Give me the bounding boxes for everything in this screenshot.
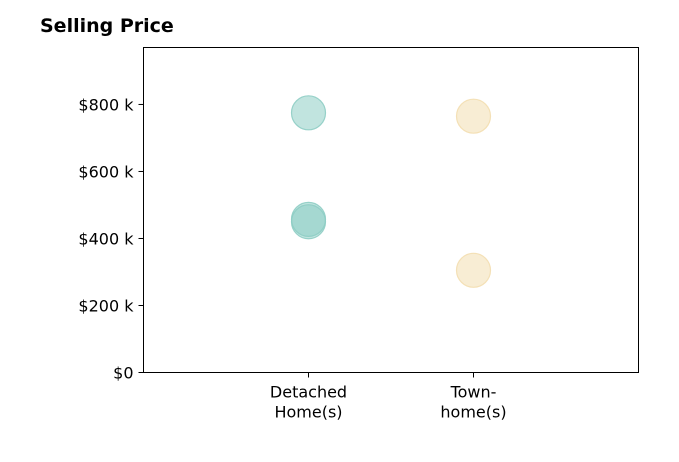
x-tick-label-1-line-1: home(s): [440, 403, 506, 422]
points-layer: [290, 95, 492, 288]
data-point-3: [455, 98, 492, 134]
y-tick-label-0: $0: [113, 364, 133, 383]
data-point-0: [290, 95, 327, 131]
data-point-2: [290, 204, 327, 240]
x-tick-label-1-line-0: Town-: [450, 383, 497, 402]
x-tick-label-0-line-0: Detached: [270, 383, 347, 402]
axes-layer: $0 $200 k $400 k $600 k $800 k DetachedHome(s…: [78, 95, 506, 421]
data-point-4: [455, 252, 492, 288]
x-tick-label-0-line-1: Home(s): [274, 403, 342, 422]
y-tick-label-1: $200 k: [78, 296, 134, 315]
y-tick-label-3: $600 k: [78, 162, 134, 181]
y-tick-label-2: $400 k: [78, 229, 134, 248]
chart-title: Selling Price: [40, 15, 174, 37]
plot-frame: [143, 47, 639, 373]
y-tick-label-4: $800 k: [78, 95, 134, 114]
